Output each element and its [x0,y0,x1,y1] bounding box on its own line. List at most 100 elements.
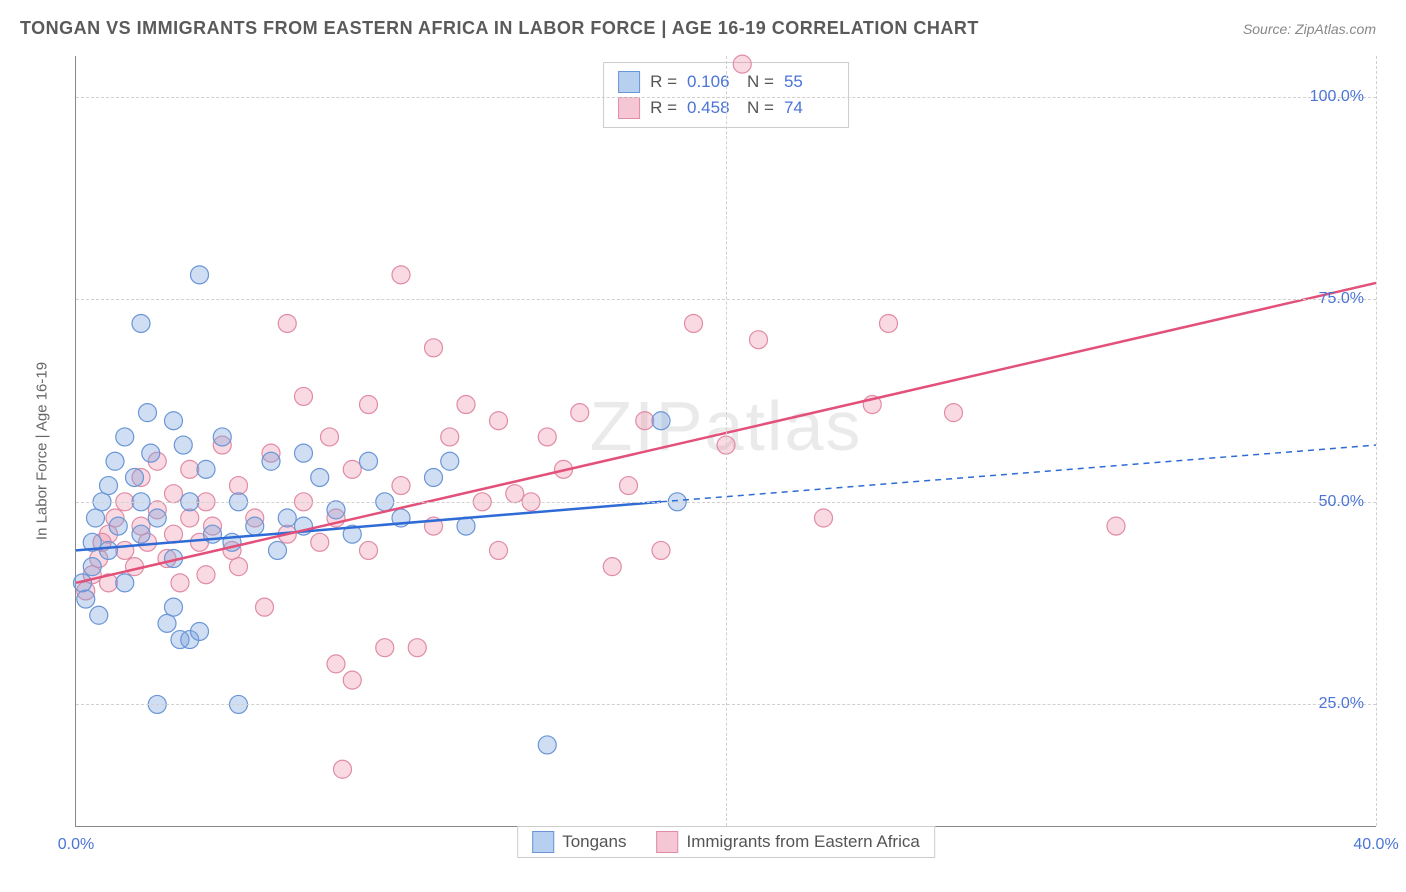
data-point-immigrants [733,55,751,73]
data-point-immigrants [1107,517,1125,535]
data-point-tongans [139,404,157,422]
data-point-tongans [165,598,183,616]
y-tick-label: 75.0% [1319,290,1364,308]
trend-line-tongans-extrapolated [661,445,1376,502]
data-point-immigrants [171,574,189,592]
data-point-tongans [311,468,329,486]
data-point-tongans [90,606,108,624]
data-point-immigrants [425,339,443,357]
data-point-tongans [126,468,144,486]
data-point-tongans [158,614,176,632]
data-point-tongans [269,541,287,559]
data-point-tongans [148,509,166,527]
data-point-immigrants [230,477,248,495]
grid-line-vertical [1376,56,1377,826]
data-point-immigrants [750,331,768,349]
data-point-immigrants [230,558,248,576]
data-point-tongans [246,517,264,535]
data-point-immigrants [815,509,833,527]
data-point-immigrants [603,558,621,576]
data-point-tongans [425,468,443,486]
data-point-tongans [295,444,313,462]
data-point-immigrants [392,477,410,495]
data-point-tongans [538,736,556,754]
data-point-tongans [132,314,150,332]
data-point-immigrants [197,566,215,584]
data-point-tongans [191,266,209,284]
data-point-tongans [77,590,95,608]
data-point-immigrants [343,671,361,689]
data-point-tongans [652,412,670,430]
data-point-immigrants [181,460,199,478]
data-point-immigrants [343,460,361,478]
data-point-immigrants [334,760,352,778]
data-point-immigrants [278,314,296,332]
data-point-tongans [142,444,160,462]
data-point-immigrants [506,485,524,503]
data-point-tongans [87,509,105,527]
data-point-immigrants [441,428,459,446]
data-point-tongans [174,436,192,454]
data-point-immigrants [360,541,378,559]
data-point-tongans [327,501,345,519]
data-point-immigrants [321,428,339,446]
y-tick-label: 50.0% [1319,493,1364,511]
data-point-tongans [116,574,134,592]
data-point-immigrants [116,541,134,559]
data-point-tongans [197,460,215,478]
data-point-immigrants [376,639,394,657]
data-point-immigrants [165,485,183,503]
data-point-immigrants [571,404,589,422]
swatch-tongans [532,831,554,853]
data-point-tongans [100,477,118,495]
source-label: Source: ZipAtlas.com [1243,21,1376,37]
data-point-tongans [191,622,209,640]
grid-line-vertical [726,56,727,826]
data-point-tongans [278,509,296,527]
data-point-tongans [100,541,118,559]
data-point-tongans [116,428,134,446]
data-point-immigrants [538,428,556,446]
data-point-immigrants [165,525,183,543]
data-point-tongans [132,525,150,543]
plot-area: ZIPatlas R = 0.106 N = 55 R = 0.458 N = … [75,56,1376,827]
legend-item-tongans: Tongans [532,831,626,853]
bottom-legend: Tongans Immigrants from Eastern Africa [517,826,935,858]
data-point-tongans [441,452,459,470]
chart-title: TONGAN VS IMMIGRANTS FROM EASTERN AFRICA… [20,18,979,39]
data-point-tongans [457,517,475,535]
legend-label-tongans: Tongans [562,832,626,852]
data-point-immigrants [490,541,508,559]
legend-item-immigrants: Immigrants from Eastern Africa [656,831,919,853]
data-point-tongans [360,452,378,470]
data-point-immigrants [181,509,199,527]
data-point-tongans [106,452,124,470]
y-axis-label: In Labor Force | Age 16-19 [34,362,51,540]
data-point-immigrants [256,598,274,616]
data-point-immigrants [457,396,475,414]
y-tick-label: 100.0% [1310,88,1364,106]
data-point-immigrants [490,412,508,430]
data-point-immigrants [620,477,638,495]
data-point-immigrants [636,412,654,430]
swatch-immigrants [656,831,678,853]
x-tick-label: 40.0% [1353,836,1398,854]
data-point-immigrants [327,655,345,673]
data-point-tongans [213,428,231,446]
data-point-immigrants [685,314,703,332]
chart-container: In Labor Force | Age 16-19 ZIPatlas R = … [50,56,1390,846]
data-point-immigrants [360,396,378,414]
data-point-immigrants [295,387,313,405]
data-point-immigrants [311,533,329,551]
data-point-immigrants [408,639,426,657]
data-point-immigrants [392,266,410,284]
data-point-immigrants [652,541,670,559]
data-point-tongans [109,517,127,535]
data-point-tongans [83,558,101,576]
data-point-tongans [262,452,280,470]
data-point-immigrants [880,314,898,332]
x-tick-label: 0.0% [58,836,94,854]
data-point-immigrants [945,404,963,422]
y-tick-label: 25.0% [1319,695,1364,713]
data-point-tongans [165,412,183,430]
